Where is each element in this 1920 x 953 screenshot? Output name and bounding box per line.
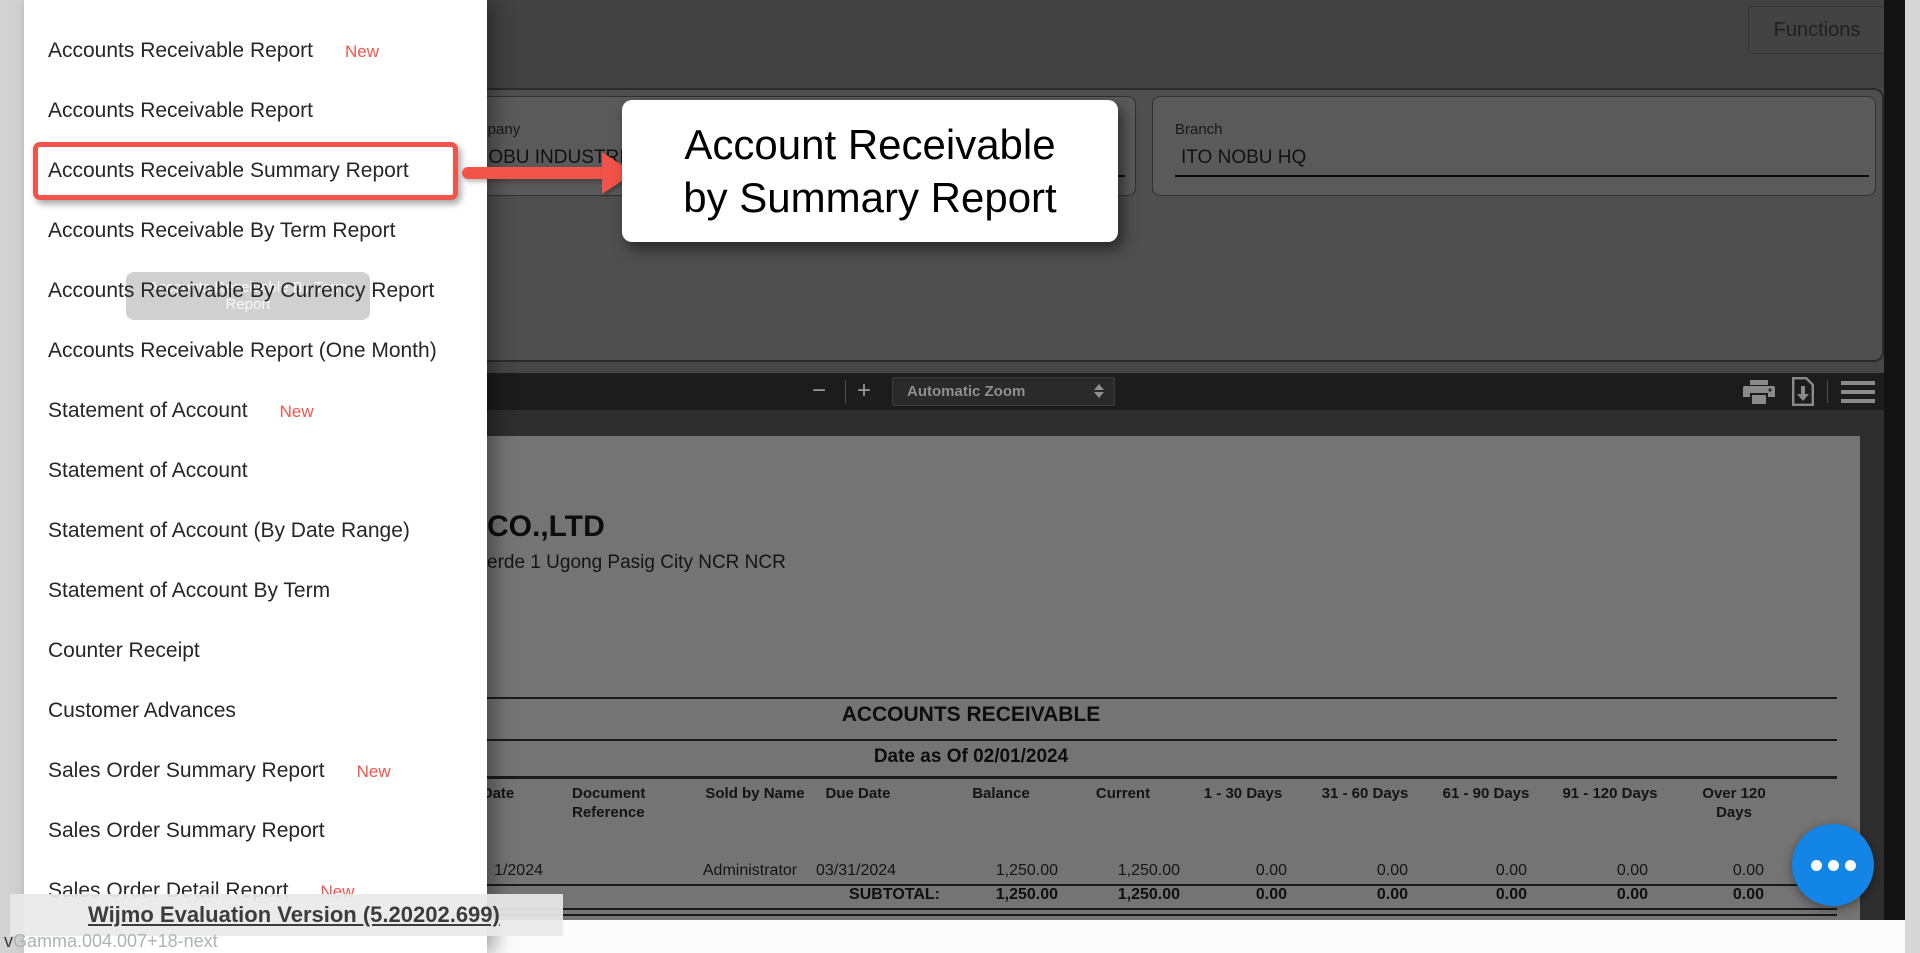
menu-item-statement-of-account-by-term[interactable]: Statement of Account By Term <box>48 579 331 602</box>
row-balance: 1,250.00 <box>995 862 1058 879</box>
column-header-current: Current <box>1095 785 1151 802</box>
column-header-61-90-days: 61 - 90 Days <box>1442 785 1530 802</box>
menu-item-statement-of-account[interactable]: Statement of Account <box>48 459 248 482</box>
wijmo-evaluation-link[interactable]: Wijmo Evaluation Version (5.20202.699) <box>88 902 500 927</box>
subtotal-61-90: 0.00 <box>1495 886 1527 903</box>
menu-item-accounts-receivable-summary-report[interactable]: Accounts Receivable Summary Report <box>48 159 409 182</box>
menu-item-accounts-receivable-by-currency-report[interactable]: Accounts Receivable By Currency Report <box>48 279 435 302</box>
dot-icon <box>1844 859 1856 871</box>
zoom-in-button[interactable]: + <box>857 377 872 404</box>
branch-value: ITO NOBU HQ <box>1181 147 1307 168</box>
row-61-90: 0.00 <box>1495 862 1527 879</box>
print-icon[interactable] <box>1743 380 1775 409</box>
row-over-120: 0.00 <box>1732 862 1764 879</box>
report-subtitle: Date as Of 02/01/2024 <box>873 746 1069 767</box>
download-icon[interactable] <box>1792 377 1814 411</box>
annotation-arrow <box>462 167 607 179</box>
menu-icon[interactable] <box>1841 381 1875 408</box>
column-header-due-date: Due Date <box>825 785 891 802</box>
zoom-out-button[interactable]: − <box>812 377 827 404</box>
table-rule <box>105 697 1837 699</box>
menu-item-accounts-receivable-report-new[interactable]: Accounts Receivable Report New <box>48 39 379 62</box>
left-gutter <box>0 0 24 953</box>
report-company-name: CO.,LTD <box>487 510 605 543</box>
annotation-callout: Account Receivable by Summary Report <box>622 100 1118 242</box>
row-31-60: 0.00 <box>1376 862 1408 879</box>
reports-dropdown-menu: Accounts Receivable By Term Report Accou… <box>24 0 487 953</box>
zoom-level-select[interactable]: Automatic Zoom <box>892 377 1115 406</box>
menu-item-sales-order-summary-report-new[interactable]: Sales Order Summary Report New <box>48 759 391 782</box>
functions-button[interactable]: Functions <box>1748 6 1886 54</box>
menu-item-accounts-receivable-report[interactable]: Accounts Receivable Report <box>48 99 313 122</box>
row-current: 1,250.00 <box>1117 862 1180 879</box>
branch-underline <box>1175 175 1869 177</box>
select-arrows-icon <box>1094 384 1104 398</box>
column-header-sold-by-name: Sold by Name <box>705 785 805 802</box>
version-prefix: v <box>4 931 13 951</box>
table-rule <box>105 739 1837 741</box>
menu-item-counter-receipt[interactable]: Counter Receipt <box>48 639 200 662</box>
toolbar-separator <box>1827 380 1828 403</box>
column-header-1-30-days: 1 - 30 Days <box>1203 785 1283 802</box>
app-version: vGamma.004.007+18-next <box>4 931 218 952</box>
more-actions-fab[interactable] <box>1792 824 1874 906</box>
toolbar-separator <box>845 380 846 403</box>
menu-item-statement-of-account-new[interactable]: Statement of Account New <box>48 399 314 422</box>
table-rule <box>105 884 1837 886</box>
branch-label: Branch <box>1175 121 1223 138</box>
menu-item-customer-advances[interactable]: Customer Advances <box>48 699 236 722</box>
dot-icon <box>1810 859 1822 871</box>
column-header-balance: Balance <box>972 785 1030 802</box>
branch-field[interactable]: Branch ITO NOBU HQ <box>1152 96 1876 196</box>
row-date: 1/2024 <box>494 862 543 879</box>
subtotal-31-60: 0.00 <box>1376 886 1408 903</box>
row-1-30: 0.00 <box>1255 862 1287 879</box>
row-91-120: 0.00 <box>1616 862 1648 879</box>
report-title: ACCOUNTS RECEIVABLE <box>841 703 1101 726</box>
menu-item-sales-order-summary-report[interactable]: Sales Order Summary Report <box>48 819 325 842</box>
new-badge: New <box>356 762 391 781</box>
subtotal-label: SUBTOTAL: <box>849 886 940 903</box>
new-badge: New <box>344 42 379 61</box>
wijmo-watermark-bar: Wijmo Evaluation Version (5.20202.699) <box>10 894 563 936</box>
row-due-date: 03/31/2024 <box>816 862 897 879</box>
menu-item-accounts-receivable-report-one-month[interactable]: Accounts Receivable Report (One Month) <box>48 339 437 362</box>
subtotal-balance: 1,250.00 <box>995 886 1058 903</box>
column-header-date: Date <box>481 785 515 802</box>
subtotal-over-120: 0.00 <box>1732 886 1764 903</box>
version-text: Gamma.004.007+18-next <box>13 931 218 951</box>
browser-scrollbar[interactable] <box>1905 0 1920 953</box>
column-header-91-120-days: 91 - 120 Days <box>1562 785 1658 802</box>
subtotal-91-120: 0.00 <box>1616 886 1648 903</box>
column-header-31-60-days: 31 - 60 Days <box>1321 785 1409 802</box>
table-rule <box>105 914 1837 916</box>
callout-line2: by Summary Report <box>683 174 1057 221</box>
menu-item-statement-of-account-by-date-range[interactable]: Statement of Account (By Date Range) <box>48 519 410 542</box>
table-rule <box>105 908 1837 910</box>
report-company-address: erde 1 Ugong Pasig City NCR NCR <box>487 552 786 573</box>
subtotal-current: 1,250.00 <box>1117 886 1180 903</box>
annotation-highlight-box <box>33 142 458 200</box>
subtotal-1-30: 0.00 <box>1255 886 1287 903</box>
zoom-level-value: Automatic Zoom <box>907 383 1026 400</box>
menu-item-tooltip: Accounts Receivable By Term Report <box>126 272 370 320</box>
row-sold-by: Administrator <box>702 862 798 879</box>
column-header-document-reference: Document Reference <box>572 785 646 821</box>
menu-item-accounts-receivable-by-term-report[interactable]: Accounts Receivable By Term Report <box>48 219 396 242</box>
callout-line1: Account Receivable <box>684 121 1056 168</box>
viewer-scrollbar[interactable] <box>1884 0 1905 920</box>
column-header-over-120-days: Over 120 Days <box>1702 785 1766 821</box>
new-badge: New <box>279 402 314 421</box>
dot-icon <box>1827 859 1839 871</box>
table-rule <box>105 776 1837 779</box>
